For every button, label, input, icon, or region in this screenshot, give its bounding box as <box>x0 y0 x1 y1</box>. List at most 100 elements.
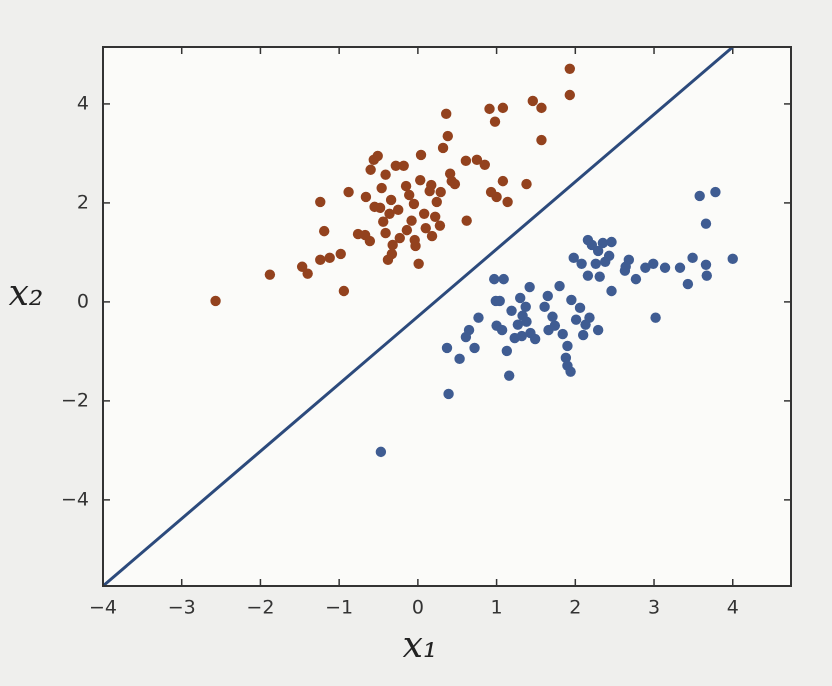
x-tick-label: 4 <box>727 597 739 619</box>
point <box>497 102 509 114</box>
point <box>554 280 565 292</box>
point <box>324 252 335 264</box>
point <box>484 103 495 115</box>
point <box>365 164 376 175</box>
point <box>404 189 415 201</box>
point <box>415 149 427 161</box>
point <box>584 312 595 323</box>
point <box>592 324 604 336</box>
point <box>315 254 326 266</box>
point <box>296 261 308 272</box>
point <box>489 273 500 285</box>
point <box>410 240 421 252</box>
y-axis-label: x₂ <box>9 273 44 314</box>
y-tick-label: 4 <box>77 92 89 114</box>
point <box>473 312 484 323</box>
point <box>376 182 387 194</box>
point <box>623 254 635 266</box>
point <box>343 186 354 198</box>
point <box>574 302 586 314</box>
point <box>594 271 605 282</box>
point <box>536 134 547 146</box>
point <box>521 178 532 190</box>
point <box>564 89 576 101</box>
point <box>524 281 535 293</box>
plot-area <box>103 47 791 586</box>
point <box>506 305 517 317</box>
point <box>426 230 438 242</box>
point <box>497 175 509 187</box>
point <box>710 186 721 198</box>
point <box>210 295 221 307</box>
point <box>687 252 698 264</box>
point <box>557 328 568 340</box>
point <box>560 352 572 364</box>
point <box>318 225 330 237</box>
plot-frame <box>102 46 792 587</box>
point <box>489 116 501 127</box>
y-tick-label: 2 <box>77 191 89 213</box>
point <box>390 160 402 171</box>
point <box>577 329 589 341</box>
x-tick-label: −4 <box>89 597 117 619</box>
point <box>700 218 712 229</box>
point <box>516 330 527 342</box>
point <box>568 252 579 264</box>
x-tick-label: −2 <box>246 597 274 619</box>
point <box>565 366 576 377</box>
point <box>542 290 553 302</box>
point <box>536 102 547 114</box>
point <box>385 194 397 206</box>
point <box>375 446 387 458</box>
point <box>496 324 508 336</box>
point <box>479 159 490 170</box>
point <box>494 295 505 307</box>
point <box>431 196 442 208</box>
point <box>603 250 615 262</box>
point <box>380 227 391 239</box>
point <box>302 268 313 279</box>
point <box>398 160 409 171</box>
point <box>264 269 276 280</box>
point <box>418 208 430 219</box>
point <box>443 388 454 400</box>
point <box>374 202 386 214</box>
point <box>576 258 587 269</box>
y-tick-label: −4 <box>61 488 89 510</box>
point <box>606 285 617 297</box>
point <box>659 262 671 273</box>
point <box>454 353 465 365</box>
point <box>437 142 449 154</box>
point <box>364 235 376 247</box>
point <box>549 320 561 331</box>
point <box>394 232 405 244</box>
point <box>491 191 502 203</box>
point <box>413 258 424 269</box>
point <box>694 190 705 202</box>
point <box>512 319 524 330</box>
x-tick-label: 2 <box>569 597 581 619</box>
x-tick-label: 1 <box>491 597 503 619</box>
point <box>520 301 531 313</box>
point <box>682 278 694 290</box>
point <box>449 178 461 190</box>
point <box>727 253 738 265</box>
point <box>529 333 541 345</box>
point <box>461 215 472 226</box>
point <box>463 324 475 336</box>
point <box>460 155 472 167</box>
point <box>570 314 582 325</box>
point <box>400 180 412 192</box>
point <box>566 294 577 306</box>
point <box>372 150 383 162</box>
decision-line <box>102 45 734 588</box>
point <box>503 370 515 381</box>
point <box>408 198 420 210</box>
point <box>547 311 558 322</box>
point <box>539 301 550 313</box>
point <box>392 204 404 216</box>
point <box>441 342 453 354</box>
point <box>441 108 452 120</box>
